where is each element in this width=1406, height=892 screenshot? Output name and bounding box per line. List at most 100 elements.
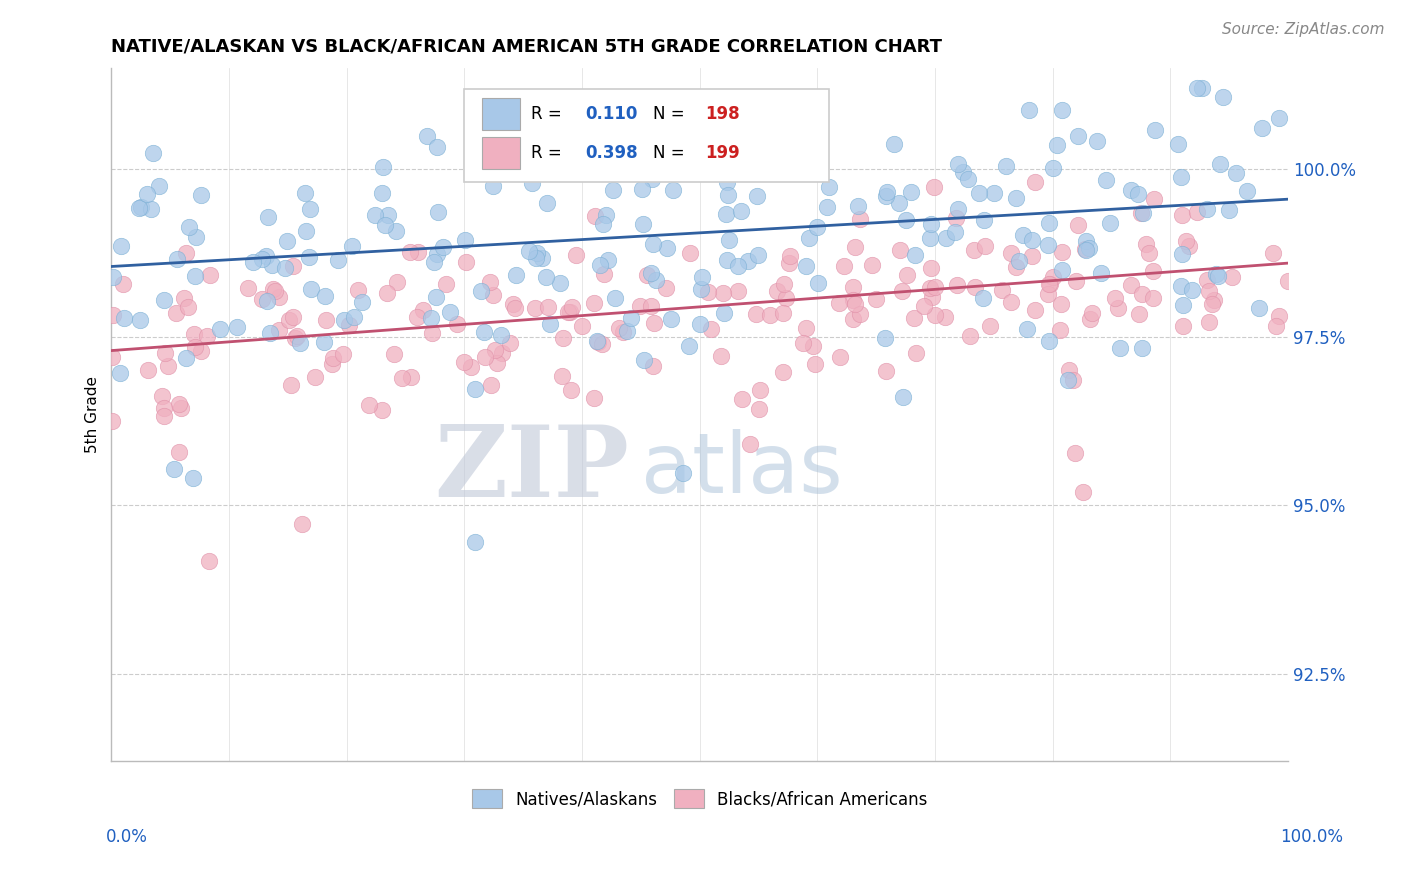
Point — [1063, 446, 1085, 460]
Point — [1201, 297, 1223, 311]
Point — [1012, 228, 1035, 243]
Point — [620, 311, 643, 326]
Point — [491, 346, 513, 360]
Point — [1050, 244, 1073, 259]
Point — [678, 339, 700, 353]
Point — [170, 401, 193, 415]
Point — [628, 299, 651, 313]
Point — [633, 353, 655, 368]
Point — [891, 284, 914, 298]
Point — [112, 277, 135, 291]
Point — [1018, 103, 1040, 118]
Point — [1247, 301, 1270, 315]
Point — [807, 276, 830, 290]
Point — [288, 336, 311, 351]
Text: 0.0%: 0.0% — [105, 828, 148, 846]
Point — [924, 280, 946, 294]
Point — [536, 196, 558, 211]
Point — [285, 329, 308, 343]
Point — [377, 208, 399, 222]
Point — [112, 311, 135, 326]
Point — [1098, 216, 1121, 230]
Point — [153, 401, 176, 415]
Point — [281, 310, 304, 325]
Point — [156, 359, 179, 373]
Point — [841, 279, 863, 293]
Point — [1185, 205, 1208, 219]
Text: 0.110: 0.110 — [585, 105, 638, 123]
Point — [238, 280, 260, 294]
Point — [1170, 278, 1192, 293]
Point — [714, 207, 737, 221]
Point — [775, 291, 797, 305]
Text: 198: 198 — [706, 105, 740, 123]
Point — [1074, 243, 1097, 257]
Point — [651, 154, 673, 169]
Point — [662, 183, 685, 197]
Point — [148, 178, 170, 193]
Point — [1130, 341, 1153, 355]
Point — [1036, 286, 1059, 301]
Point — [551, 368, 574, 383]
Point — [740, 437, 762, 451]
Point — [101, 269, 124, 284]
Point — [1008, 253, 1031, 268]
Point — [1277, 274, 1299, 288]
Point — [183, 340, 205, 354]
Point — [1066, 128, 1088, 143]
Point — [420, 326, 443, 340]
Point — [502, 297, 524, 311]
Point — [283, 331, 305, 345]
Point — [1143, 192, 1166, 206]
Point — [208, 322, 231, 336]
Point — [371, 403, 394, 417]
Point — [1108, 342, 1130, 356]
Point — [873, 331, 896, 345]
Point — [184, 269, 207, 284]
Point — [865, 292, 887, 306]
Text: atlas: atlas — [641, 429, 842, 510]
Point — [766, 284, 789, 298]
Point — [181, 471, 204, 485]
Point — [582, 296, 605, 310]
Point — [1046, 138, 1069, 153]
Point — [1057, 362, 1080, 376]
Point — [276, 234, 298, 248]
Point — [797, 231, 820, 245]
Point — [779, 250, 801, 264]
Point — [254, 249, 277, 263]
Point — [1142, 264, 1164, 278]
Point — [299, 202, 322, 216]
Point — [1205, 268, 1227, 282]
Point — [737, 254, 759, 268]
Point — [190, 188, 212, 202]
Point — [256, 294, 278, 309]
Point — [1121, 278, 1143, 293]
Point — [920, 260, 942, 275]
Point — [242, 254, 264, 268]
Point — [439, 305, 461, 319]
Point — [1206, 268, 1229, 283]
Point — [603, 146, 626, 161]
Point — [560, 383, 582, 397]
Point — [314, 289, 336, 303]
Point — [470, 284, 492, 298]
Point — [1078, 312, 1101, 326]
Point — [537, 300, 560, 314]
Point — [582, 391, 605, 405]
Point — [1042, 161, 1064, 175]
Point — [841, 293, 863, 307]
Point — [828, 350, 851, 364]
Point — [186, 229, 208, 244]
Point — [262, 282, 284, 296]
Point — [690, 282, 713, 296]
Point — [281, 260, 304, 274]
Point — [900, 185, 922, 199]
Point — [263, 284, 285, 298]
Point — [894, 213, 917, 227]
Point — [963, 243, 986, 257]
Point — [1076, 234, 1098, 248]
Point — [934, 310, 956, 325]
Point — [1171, 318, 1194, 333]
Point — [1212, 90, 1234, 104]
